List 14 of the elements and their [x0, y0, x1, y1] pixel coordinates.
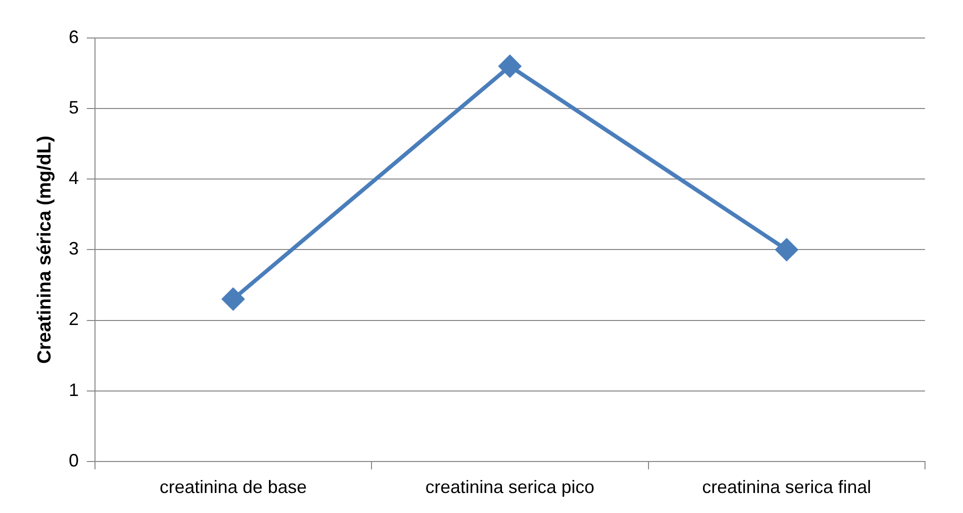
y-tick-label: 3 [68, 238, 79, 259]
point [498, 55, 521, 78]
y-tick-label: 0 [68, 450, 79, 470]
y-axis-title: Creatinina sérica (mg/dL) [34, 136, 56, 364]
point [776, 238, 798, 261]
y-tick-label: 6 [68, 26, 79, 47]
y-tick-label: 2 [68, 309, 79, 330]
y-tick-label: 4 [68, 168, 79, 188]
y-tick-label: 1 [68, 380, 79, 400]
x-tick-label: creatinina de base [160, 477, 307, 498]
x-tick-label: creatinina serica pico [425, 477, 594, 498]
x-tick-label: creatinina serica final [702, 477, 872, 498]
point [222, 288, 244, 310]
y-tick-label: 5 [68, 98, 79, 118]
